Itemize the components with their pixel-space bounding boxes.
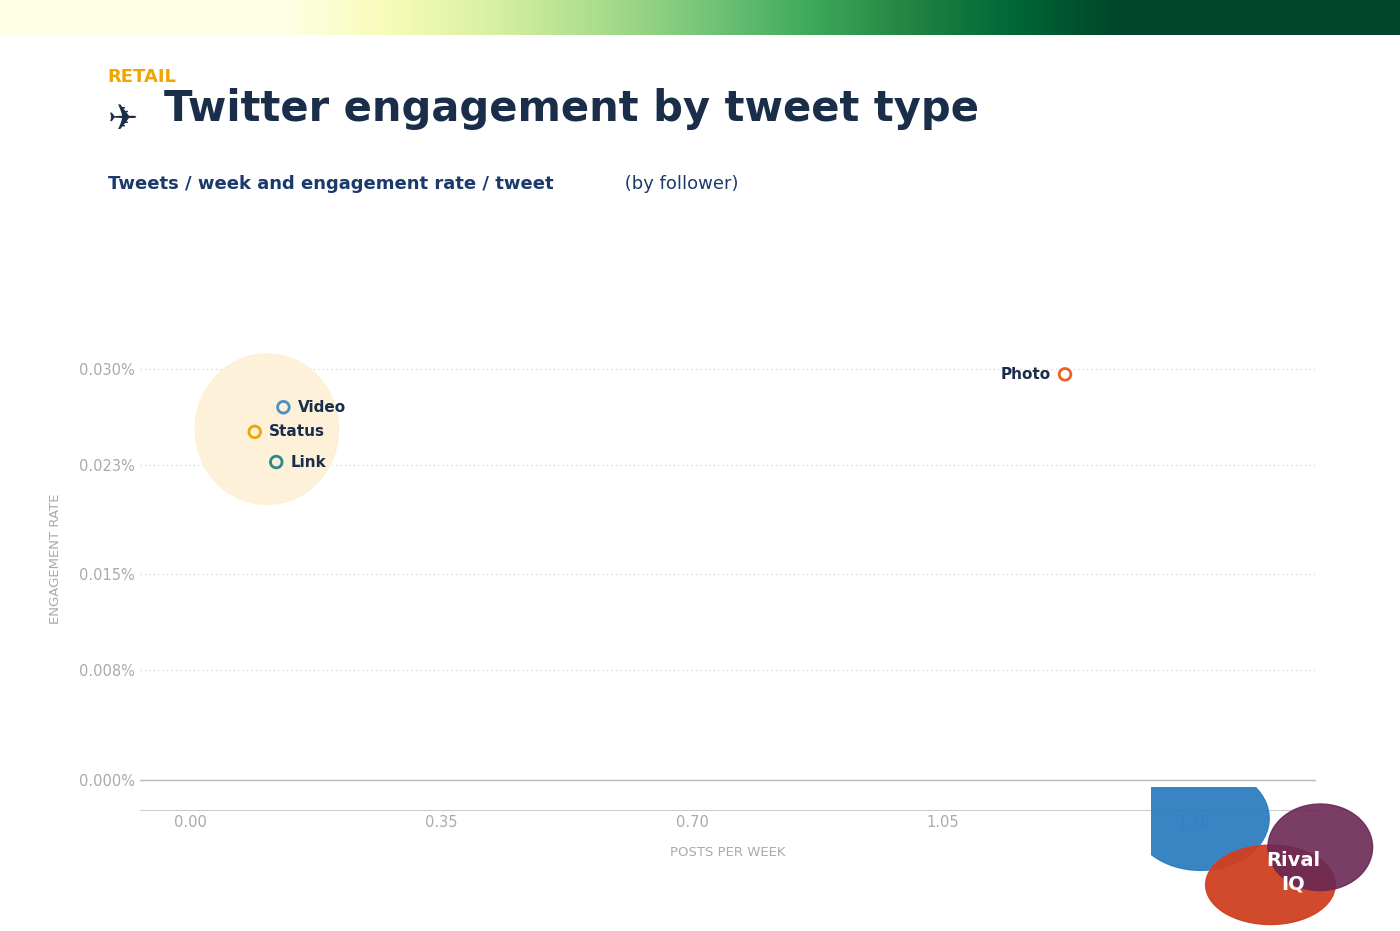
Point xyxy=(244,425,266,439)
Y-axis label: ENGAGEMENT RATE: ENGAGEMENT RATE xyxy=(49,493,63,624)
Ellipse shape xyxy=(1205,845,1336,924)
Text: Tweets / week and engagement rate / tweet: Tweets / week and engagement rate / twee… xyxy=(108,175,553,193)
Text: Video: Video xyxy=(298,399,346,414)
Text: (by follower): (by follower) xyxy=(619,175,738,193)
Text: RETAIL: RETAIL xyxy=(108,68,176,86)
Text: Twitter engagement by tweet type: Twitter engagement by tweet type xyxy=(164,88,979,130)
Text: Status: Status xyxy=(269,425,325,439)
Point xyxy=(265,454,287,469)
Ellipse shape xyxy=(1133,766,1270,870)
Text: Photo: Photo xyxy=(1001,367,1050,382)
Ellipse shape xyxy=(195,354,339,505)
Ellipse shape xyxy=(1268,804,1372,891)
Point xyxy=(272,399,294,414)
Text: Link: Link xyxy=(291,454,326,469)
Text: ✈: ✈ xyxy=(108,102,139,137)
X-axis label: POSTS PER WEEK: POSTS PER WEEK xyxy=(671,846,785,859)
Text: Rival
IQ: Rival IQ xyxy=(1267,851,1320,894)
Point xyxy=(1054,367,1077,382)
